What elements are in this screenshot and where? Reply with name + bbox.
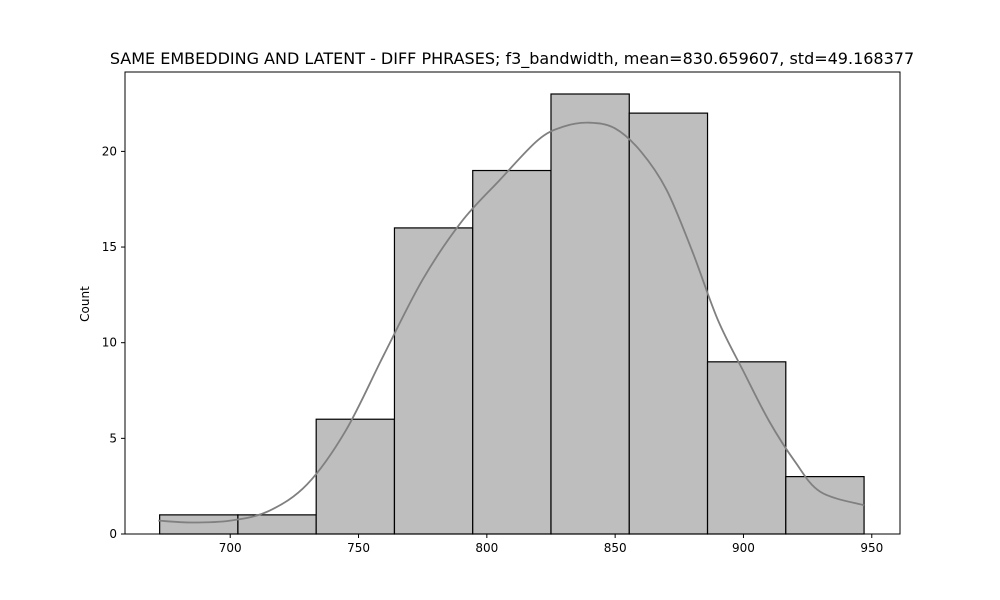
x-tick-label: 950 (860, 541, 883, 555)
x-tick-label: 850 (604, 541, 627, 555)
y-tick-label: 0 (109, 527, 117, 541)
y-tick-label: 20 (102, 144, 117, 158)
y-axis-label: Count (78, 286, 92, 322)
chart-title: SAME EMBEDDING AND LATENT - DIFF PHRASES… (110, 49, 914, 69)
plot-frame (124, 71, 901, 535)
histogram-bar-6 (550, 93, 630, 535)
x-tick-label: 800 (475, 541, 498, 555)
histogram-bar-4 (393, 227, 474, 535)
histogram-bars (159, 93, 865, 535)
histogram-bar-3 (315, 418, 396, 535)
histogram-bar-5 (472, 169, 552, 535)
histogram-bar-9 (785, 476, 865, 535)
y-tick-label: 10 (102, 336, 117, 350)
kde-curve-group (158, 121, 865, 524)
x-tick-label: 900 (732, 541, 755, 555)
y-tick-label: 15 (102, 240, 117, 254)
x-tick-label: 750 (347, 541, 370, 555)
histogram-bar-7 (628, 112, 709, 535)
kde-line (158, 121, 865, 524)
y-axis-ticks: 0 5 10 15 20 (102, 144, 125, 541)
x-tick-label: 700 (219, 541, 242, 555)
histogram-bar-1 (159, 514, 239, 535)
x-axis-ticks: 700 750 800 850 900 950 (219, 534, 883, 555)
y-tick-label: 5 (109, 431, 117, 445)
histogram-bar-8 (706, 361, 787, 535)
